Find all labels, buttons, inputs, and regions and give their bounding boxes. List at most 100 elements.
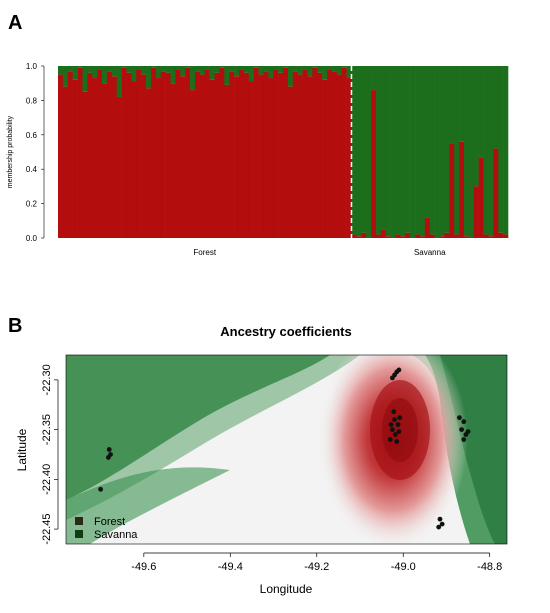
bar-savanna: [390, 66, 396, 238]
bar-forest: [449, 143, 455, 238]
bar-savanna: [356, 66, 362, 237]
bar-forest: [503, 234, 509, 238]
y-tick-label: -22.35: [41, 414, 53, 445]
bar-forest: [190, 90, 196, 238]
bar-savanna: [150, 66, 157, 68]
map-title: Ancestry coefficients: [220, 324, 352, 339]
bar-forest: [351, 234, 357, 238]
bar-savanna: [415, 66, 421, 235]
bar-forest: [131, 81, 137, 238]
bar-forest: [371, 90, 377, 238]
bar-forest: [341, 67, 347, 238]
bar-savanna: [312, 66, 318, 68]
bar-savanna: [111, 66, 117, 77]
sample-point: [437, 516, 443, 522]
legend-swatch-forest: [75, 517, 83, 525]
bar-savanna: [336, 66, 342, 75]
x-tick-label: -49.4: [218, 561, 243, 573]
y-tick-label: 0.8: [26, 96, 38, 105]
bar-savanna: [468, 66, 475, 238]
bar-forest: [419, 236, 426, 238]
bar-savanna: [185, 66, 191, 68]
bar-savanna: [141, 66, 147, 75]
legend-forest: Forest: [94, 516, 125, 528]
bar-forest: [312, 67, 318, 238]
x-tick-label: -48.8: [477, 561, 502, 573]
sample-point: [395, 422, 401, 428]
x-axis-label: Longitude: [260, 582, 313, 596]
panel-a-letter: A: [8, 12, 22, 34]
bar-forest: [204, 69, 210, 238]
bar-savanna: [351, 66, 357, 235]
y-tick-label: -22.40: [41, 464, 53, 495]
bar-savanna: [136, 66, 142, 70]
bar-savanna: [194, 66, 201, 72]
sample-point: [461, 419, 467, 425]
map-surface: [66, 355, 507, 544]
sample-point: [393, 432, 398, 437]
bar-savanna: [58, 66, 64, 75]
bar-savanna: [160, 66, 166, 72]
bar-forest: [331, 71, 338, 238]
bar-savanna: [126, 66, 132, 73]
y-tick-label: 0.6: [26, 131, 38, 140]
bar-forest: [405, 232, 411, 238]
bar-savanna: [146, 66, 152, 89]
bar-forest: [297, 74, 303, 238]
bar-forest: [126, 72, 132, 238]
bar-savanna: [106, 66, 113, 72]
bar-forest: [278, 72, 284, 238]
bar-savanna: [131, 66, 137, 82]
bar-forest: [165, 72, 171, 238]
bar-savanna: [341, 66, 347, 68]
bar-savanna: [302, 66, 308, 70]
bar-savanna: [503, 66, 509, 235]
sample-point: [396, 367, 402, 373]
bar-savanna: [297, 66, 303, 75]
bar-savanna: [229, 66, 235, 72]
sample-point: [387, 437, 393, 442]
bar-forest: [229, 71, 235, 238]
bar-forest: [146, 88, 152, 238]
bar-forest: [121, 67, 127, 238]
bar-forest: [336, 74, 342, 238]
bar-savanna: [67, 66, 73, 72]
bar-forest: [473, 186, 479, 238]
bar-forest: [483, 234, 489, 238]
bar-savanna: [97, 66, 103, 70]
bar-forest: [395, 234, 401, 238]
bar-savanna: [478, 66, 484, 158]
bar-savanna: [268, 66, 274, 79]
sample-points: [98, 367, 471, 530]
map-axes: -49.6 -49.4 -49.2 -49.0 -48.8 -22.30 -22.35 -22…: [41, 364, 502, 573]
bar-savanna: [87, 66, 93, 73]
bar-savanna: [253, 66, 259, 68]
bar-forest: [185, 67, 191, 238]
sample-point: [457, 415, 462, 421]
bar-forest: [444, 232, 450, 238]
bar-forest: [478, 157, 484, 238]
sample-point: [105, 455, 111, 460]
bar-forest: [488, 236, 494, 238]
bar-savanna: [463, 66, 470, 237]
bar-savanna: [204, 66, 210, 70]
bar-forest: [302, 69, 308, 238]
bar-forest: [283, 67, 289, 238]
bar-savanna: [62, 66, 69, 87]
bar-forest: [380, 229, 387, 238]
bar-forest: [375, 234, 382, 238]
bar-forest: [170, 83, 176, 238]
bar-forest: [385, 236, 391, 238]
bar-forest: [415, 234, 421, 238]
bar-savanna: [346, 66, 352, 79]
group-label: Savanna: [414, 248, 446, 257]
bar-forest: [219, 67, 225, 238]
y-tick-label: -22.45: [41, 513, 53, 544]
bar-savanna: [498, 66, 504, 233]
bar-savanna: [243, 66, 250, 73]
bar-forest: [263, 71, 269, 238]
bar-forest: [248, 81, 254, 238]
bar-savanna: [234, 66, 240, 77]
legend-swatch-savanna: [75, 530, 83, 538]
bar-savanna: [317, 66, 323, 73]
